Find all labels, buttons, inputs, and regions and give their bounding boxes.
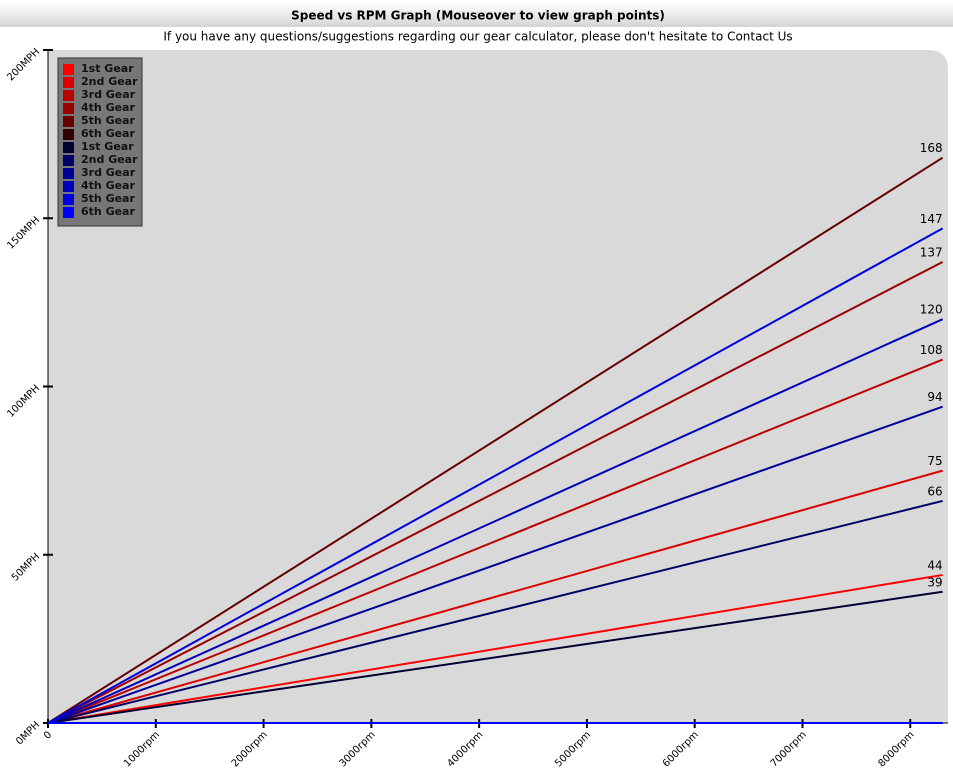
value-label: 147 [920, 212, 943, 226]
x-tick-label: 7000rpm [769, 729, 809, 769]
y-tick-label: 200MPH [5, 46, 42, 83]
series-line [47, 499, 943, 724]
series-line [47, 227, 944, 724]
y-tick-label: 50MPH [10, 551, 42, 583]
legend-swatch [63, 90, 74, 101]
series-line [47, 469, 943, 724]
legend-swatch [63, 64, 74, 75]
series-line [47, 405, 943, 724]
legend-label: 6th Gear [81, 127, 135, 140]
legend-label: 1st Gear [81, 62, 134, 75]
x-tick-label: 4000rpm [445, 729, 485, 769]
series-line [47, 358, 943, 724]
y-tick-label: 0MPH [14, 719, 42, 747]
legend-label: 3rd Gear [81, 88, 136, 101]
legend-label: 5th Gear [81, 192, 135, 205]
legend-swatch [63, 181, 74, 192]
value-label: 94 [927, 390, 942, 404]
x-tick-label: 1000rpm [122, 729, 162, 769]
legend-label: 2nd Gear [81, 75, 138, 88]
value-label: 66 [927, 484, 942, 498]
y-tick-label: 150MPH [5, 215, 42, 252]
x-tick-label: 6000rpm [661, 729, 701, 769]
legend-label: 2nd Gear [81, 153, 138, 166]
value-label: 137 [920, 245, 943, 259]
series-line [47, 573, 943, 724]
legend-swatch [63, 207, 74, 218]
series-line [47, 590, 943, 724]
legend-swatch [63, 77, 74, 88]
value-label: 75 [927, 454, 942, 468]
x-tick-label: 3000rpm [338, 729, 378, 769]
legend-label: 3rd Gear [81, 166, 136, 179]
legend-swatch [63, 129, 74, 140]
x-tick-label: 8000rpm [876, 729, 916, 769]
legend-label: 6th Gear [81, 205, 135, 218]
legend-swatch [63, 155, 74, 166]
series-line [47, 156, 944, 724]
x-tick-label: 5000rpm [553, 729, 593, 769]
chart-title: Speed vs RPM Graph (Mouseover to view gr… [291, 9, 665, 23]
legend-label: 4th Gear [81, 179, 135, 192]
value-label: 44 [927, 558, 942, 572]
x-tick-label: 2000rpm [230, 729, 270, 769]
series-line [47, 318, 944, 724]
x-tick-label: 0 [42, 729, 54, 741]
y-tick-label: 100MPH [5, 383, 42, 420]
series-line [47, 261, 944, 724]
legend-label: 1st Gear [81, 140, 134, 153]
legend-swatch [63, 194, 74, 205]
legend-swatch [63, 142, 74, 153]
legend-swatch [63, 116, 74, 127]
chart-subtitle: If you have any questions/suggestions re… [163, 30, 792, 44]
value-label: 39 [927, 575, 942, 589]
value-label: 120 [920, 303, 943, 317]
plot-area [48, 50, 948, 723]
legend-swatch [63, 168, 74, 179]
value-label: 168 [920, 141, 943, 155]
legend-swatch [63, 103, 74, 114]
legend-label: 4th Gear [81, 101, 135, 114]
legend-label: 5th Gear [81, 114, 135, 127]
header-bar [0, 3, 953, 27]
value-label: 108 [920, 343, 943, 357]
